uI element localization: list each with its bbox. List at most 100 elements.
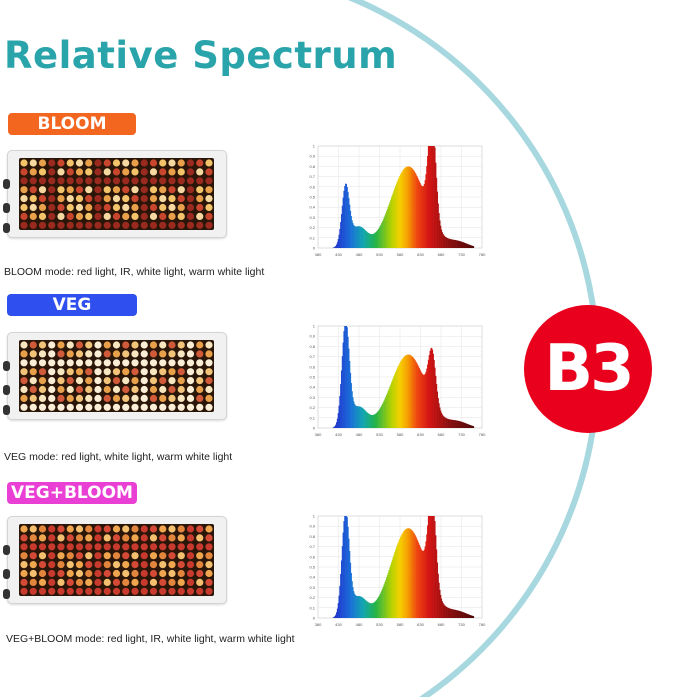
veg-spectrum-band [448, 419, 450, 428]
veg-bloom-spectrum-band [471, 615, 473, 618]
veg-spectrum-band [431, 347, 433, 428]
bloom-spectrum-band [373, 233, 375, 248]
bloom-spectrum-band [472, 245, 474, 248]
veg-bloom-spectrum-band [472, 615, 474, 618]
veg-bloom-spectrum-band [376, 599, 378, 618]
bloom-spectrum-band [434, 147, 436, 248]
veg-bloom-spectrum-band [341, 546, 343, 618]
veg-bloom-spectrum-band [380, 592, 382, 618]
veg-spectrum-band [469, 425, 471, 428]
veg-bloom-spectrum-band [418, 544, 420, 618]
bloom-spectrum-band [461, 241, 463, 248]
bloom-spectrum-band [368, 232, 370, 248]
veg-spectrum-band [362, 408, 364, 428]
bloom-spectrum-band [436, 177, 438, 248]
veg-bloom-y-tick-label: 0.9 [309, 524, 315, 529]
bloom-spectrum-band [381, 221, 384, 248]
veg-bloom-spectrum-band [393, 554, 395, 618]
bloom-spectrum-band [402, 170, 404, 248]
bloom-spectrum-band [429, 146, 431, 248]
veg-spectrum-band [440, 410, 442, 428]
veg-bloom-spectrum-band [431, 516, 433, 618]
veg-spectrum-band [416, 363, 418, 428]
bloom-spectrum-band [435, 162, 437, 248]
bloom-spectrum-band [344, 185, 346, 248]
bloom-spectrum-band [454, 240, 457, 248]
veg-bloom-spectrum-band [395, 549, 397, 618]
bloom-spectrum-band [425, 174, 427, 248]
veg-bloom-spectrum-band [461, 611, 463, 618]
bloom-spectrum-band [370, 234, 372, 248]
veg-spectrum-band [354, 405, 357, 428]
veg-spectrum-band [383, 400, 385, 428]
bloom-spectrum-band [383, 217, 385, 248]
veg-bloom-spectrum-band [463, 612, 466, 618]
veg-bloom-spectrum-band [397, 542, 399, 618]
veg-bloom-spectrum-band [377, 598, 379, 618]
veg-spectrum-band [397, 366, 399, 428]
bloom-spectrum-band [362, 227, 364, 248]
veg-bloom-y-tick-label: 0.8 [309, 534, 315, 539]
bloom-spectrum-band [404, 167, 407, 248]
veg-spectrum-band [394, 374, 396, 428]
veg-bloom-spectrum-band [359, 596, 361, 618]
veg-bloom-spectrum-band [372, 603, 374, 618]
veg-bloom-spectrum-band [357, 595, 359, 618]
bloom-spectrum-band [360, 226, 362, 248]
veg-spectrum-band [349, 372, 352, 428]
veg-spectrum-band [391, 380, 393, 428]
veg-bloom-spectrum-band [398, 540, 400, 618]
bloom-spectrum-band [389, 202, 391, 248]
bloom-spectrum-band [403, 169, 405, 248]
veg-bloom-spectrum-band [400, 536, 402, 618]
bloom-spectrum-band [428, 146, 430, 248]
bloom-spectrum-band [388, 204, 390, 248]
veg-bloom-x-tick-label: 380 [315, 622, 322, 627]
bloom-spectrum-band [441, 229, 443, 248]
veg-spectrum-band [450, 419, 452, 428]
veg-bloom-spectrum-band [419, 546, 421, 618]
bloom-spectrum-band [422, 185, 425, 248]
veg-spectrum-band [347, 336, 349, 428]
bloom-spectrum-band [413, 170, 415, 248]
veg-bloom-spectrum-band [435, 535, 437, 618]
veg-bloom-spectrum-band [418, 542, 420, 618]
veg-bloom-spectrum-band [350, 572, 352, 618]
bloom-spectrum-band [338, 234, 340, 248]
veg-x-tick-label: 530 [376, 432, 383, 437]
veg-bloom-spectrum-band [337, 603, 339, 618]
bloom-spectrum-band [450, 239, 452, 248]
bloom-spectrum-band [346, 186, 348, 248]
veg-bloom-spectrum-band [431, 516, 434, 618]
bloom-spectrum-band [416, 175, 418, 248]
veg-spectrum-band [431, 349, 434, 428]
veg-spectrum-band [364, 410, 366, 428]
veg-bloom-x-tick-label: 680 [438, 622, 445, 627]
veg-y-tick-label: 0.6 [309, 364, 315, 369]
bloom-spectrum-band [386, 208, 388, 248]
veg-spectrum-band [453, 420, 455, 428]
veg-spectrum-band [357, 406, 359, 428]
veg-bloom-spectrum-band [381, 590, 383, 618]
veg-bloom-spectrum-band [459, 611, 461, 618]
bloom-spectrum-band [439, 220, 441, 248]
bloom-spectrum-band [431, 146, 433, 248]
veg-spectrum-band [380, 406, 382, 428]
veg-bloom-spectrum-band [409, 528, 411, 618]
bloom-spectrum-band [387, 206, 389, 248]
bloom-mode-badge: BLOOM [8, 113, 136, 135]
bloom-spectrum-band [335, 245, 337, 248]
bloom-spectrum-band [440, 225, 442, 248]
veg-bloom-spectrum-band [413, 533, 416, 618]
veg-bloom-spectrum-band [457, 610, 459, 618]
bloom-spectrum-band [408, 166, 410, 248]
bloom-spectrum-band [412, 169, 414, 248]
veg-bloom-spectrum-band [334, 616, 336, 618]
veg-bloom-spectrum-band [360, 596, 362, 618]
bloom-spectrum-band [460, 241, 462, 248]
veg-spectrum-band [467, 424, 469, 428]
veg-spectrum-band [442, 415, 444, 428]
veg-bloom-spectrum-band [441, 601, 443, 618]
veg-spectrum-band [334, 426, 336, 428]
